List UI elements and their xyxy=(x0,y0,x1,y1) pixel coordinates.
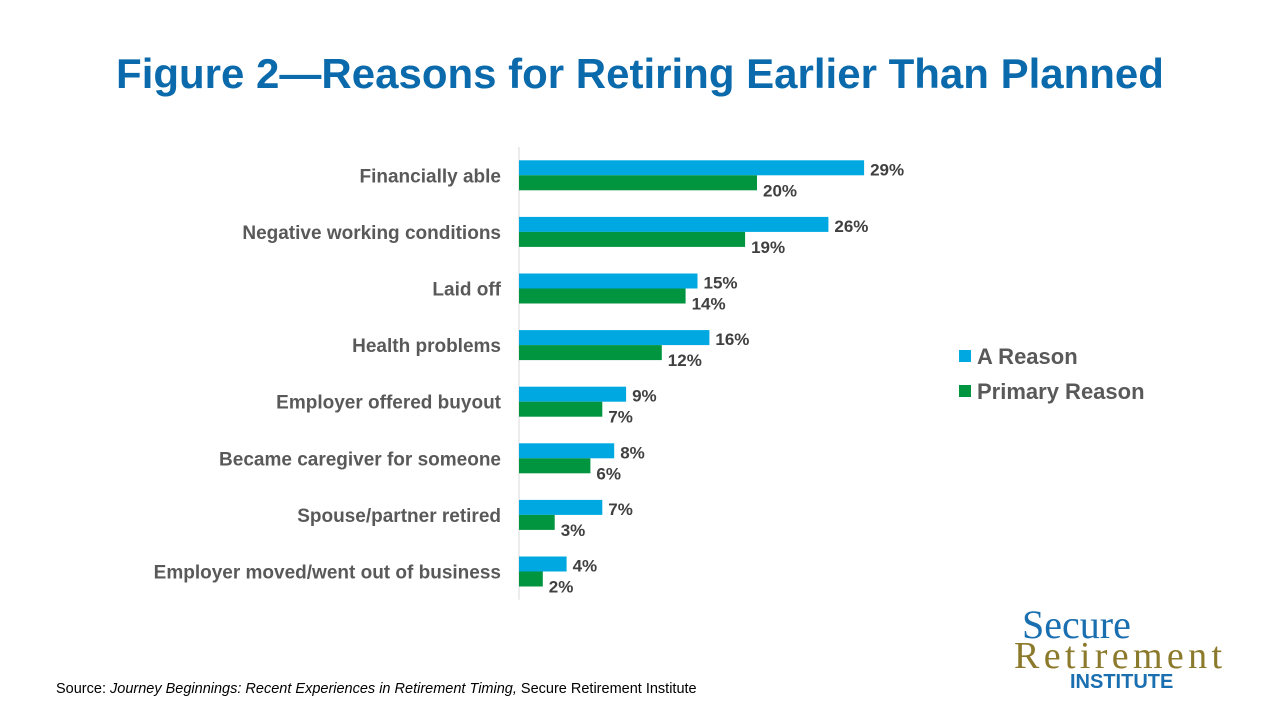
category-label: Financially able xyxy=(360,166,502,187)
bar-a-reason xyxy=(519,443,615,459)
bar-a-reason xyxy=(519,386,627,402)
data-label: 16% xyxy=(715,330,749,349)
category-label: Laid off xyxy=(432,280,501,301)
bar-primary-reason xyxy=(519,571,543,587)
bar-a-reason xyxy=(519,556,567,572)
category-label: Employer moved/went out of business xyxy=(154,563,501,584)
data-label: 14% xyxy=(692,295,726,314)
bar-a-reason xyxy=(519,330,710,346)
data-label: 26% xyxy=(834,217,868,236)
data-label: 4% xyxy=(573,557,598,576)
category-label: Became caregiver for someone xyxy=(219,449,501,470)
secure-retirement-institute-logo: Secure Retirement INSTITUTE xyxy=(1014,602,1222,692)
legend-label: A Reason xyxy=(977,344,1078,369)
svg-text:INSTITUTE: INSTITUTE xyxy=(1070,671,1173,692)
category-label: Employer offered buyout xyxy=(276,393,502,414)
data-label: 12% xyxy=(668,351,702,370)
chart-title: Figure 2—Reasons for Retiring Earlier Th… xyxy=(116,50,1164,97)
bar-primary-reason xyxy=(519,514,555,530)
data-label: 7% xyxy=(608,408,633,427)
data-label: 6% xyxy=(596,464,621,483)
bar-a-reason xyxy=(519,499,603,515)
svg-text:Retirement: Retirement xyxy=(1014,635,1222,677)
legend-swatch xyxy=(959,385,971,397)
legend-swatch xyxy=(959,350,971,362)
data-label: 20% xyxy=(763,181,797,200)
source-title: Journey Beginnings: Recent Experiences i… xyxy=(110,681,517,697)
data-label: 8% xyxy=(620,443,645,462)
source-note: Source: Journey Beginnings: Recent Exper… xyxy=(56,681,697,697)
data-label: 15% xyxy=(704,274,738,293)
source-prefix: Source: xyxy=(56,681,110,697)
source-publisher: Secure Retirement Institute xyxy=(516,681,697,697)
legend-label: Primary Reason xyxy=(977,379,1145,404)
bar-primary-reason xyxy=(519,401,603,417)
data-label: 3% xyxy=(561,521,586,540)
category-label: Spouse/partner retired xyxy=(297,506,501,527)
data-label: 9% xyxy=(632,387,657,406)
bar-a-reason xyxy=(519,216,829,232)
bar-primary-reason xyxy=(519,458,591,474)
bar-a-reason xyxy=(519,160,865,176)
category-label: Negative working conditions xyxy=(242,223,501,244)
bar-a-reason xyxy=(519,273,698,289)
bar-primary-reason xyxy=(519,345,662,361)
data-label: 29% xyxy=(870,160,904,179)
bar-primary-reason xyxy=(519,231,746,247)
data-label: 19% xyxy=(751,238,785,257)
data-label: 2% xyxy=(549,578,574,597)
bar-primary-reason xyxy=(519,175,757,191)
bar-primary-reason xyxy=(519,288,686,304)
data-label: 7% xyxy=(608,500,633,519)
category-label: Health problems xyxy=(352,336,501,357)
svg-text:Secure: Secure xyxy=(1022,602,1131,647)
